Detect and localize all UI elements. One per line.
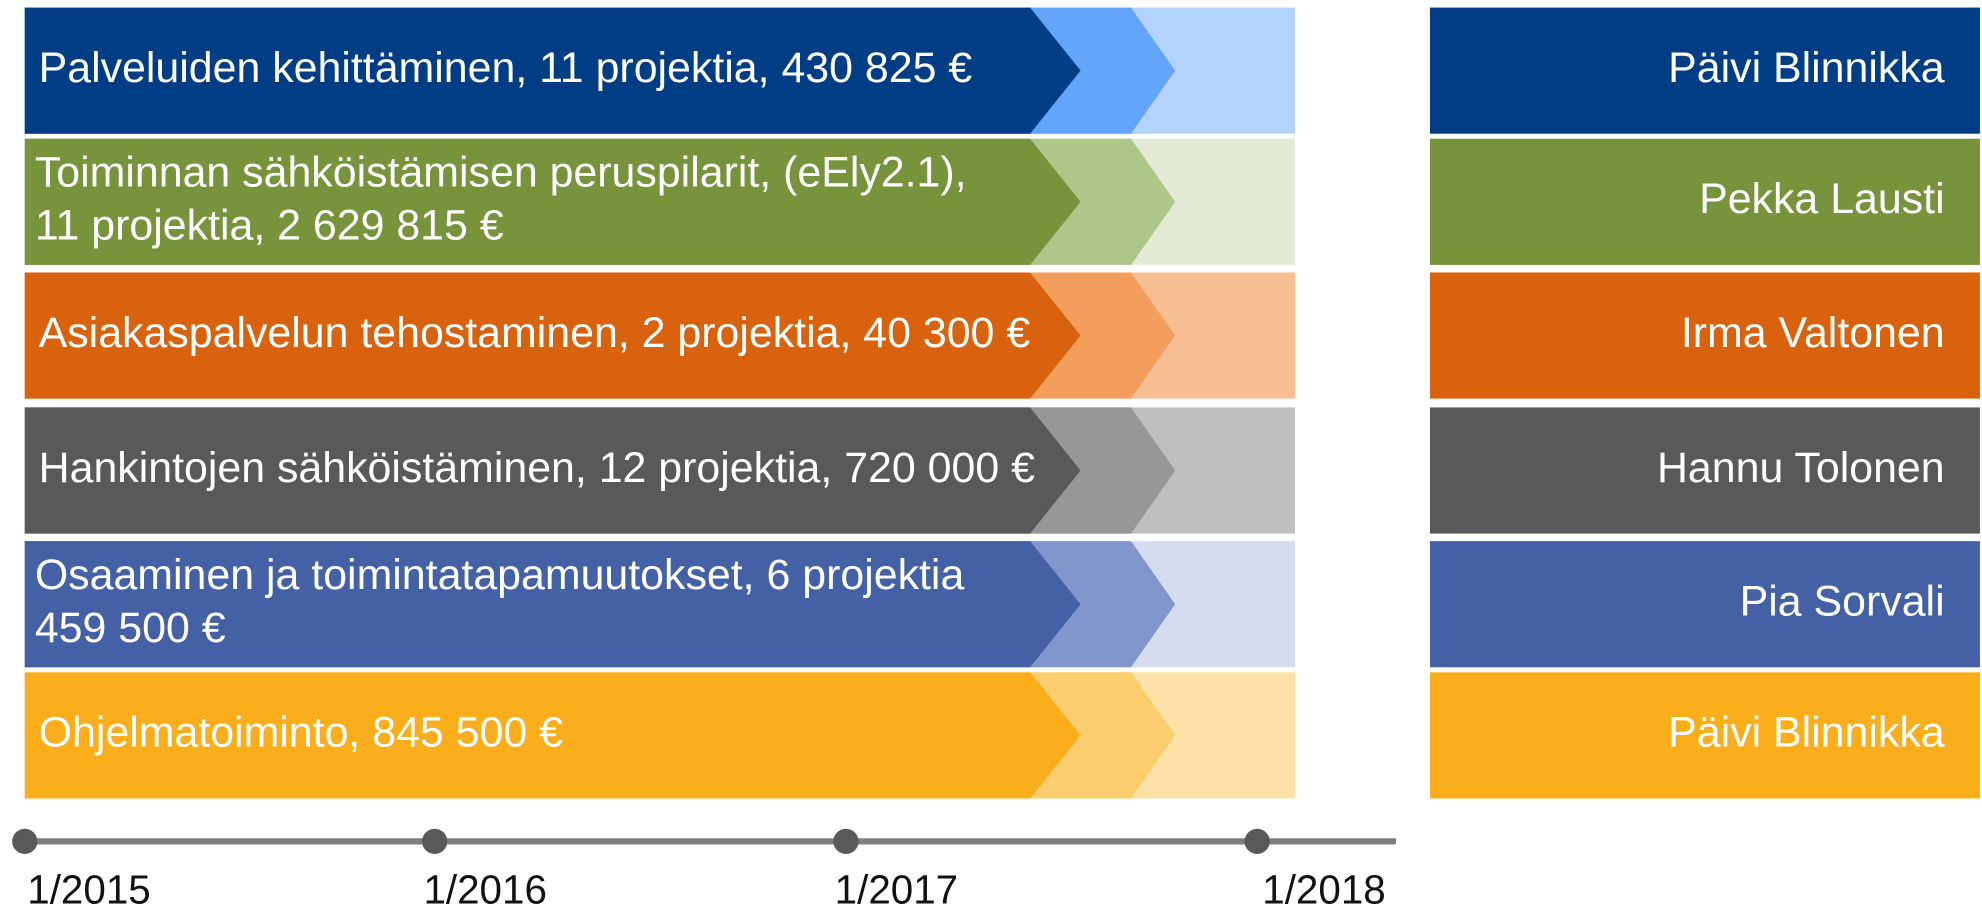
- project-text: Toiminnan sähköistämisen peruspilarit, (…: [35, 149, 967, 197]
- timeline-label: 1/2016: [423, 867, 546, 912]
- owner-name: Irma Valtonen: [1681, 309, 1945, 357]
- phase-dark: [24, 407, 1081, 534]
- phase-dark: [24, 541, 1081, 668]
- project-text: Asiakaspalvelun tehostaminen, 2 projekti…: [39, 309, 1031, 357]
- project-text: Osaaminen ja toimintatapamuutokset, 6 pr…: [35, 551, 965, 599]
- phase-dark: [24, 7, 1081, 134]
- timeline-label: 1/2018: [1262, 867, 1385, 912]
- timeline-label: 1/2015: [27, 867, 150, 912]
- timeline-label: 1/2017: [835, 867, 958, 912]
- owner-name: Pia Sorvali: [1740, 578, 1945, 626]
- owner-box: [1429, 541, 1980, 668]
- owner-box: [1429, 272, 1980, 399]
- owner-name: Päivi Blinnikka: [1668, 709, 1945, 757]
- timeline-dot: [12, 828, 38, 854]
- phase-dark: [24, 672, 1081, 799]
- project-text: Hankintojen sähköistäminen, 12 projektia…: [39, 444, 1035, 492]
- project-text: Palveluiden kehittäminen, 11 projektia, …: [39, 44, 973, 92]
- owner-box: [1429, 407, 1980, 534]
- project-text: Ohjelmatoiminto, 845 500 €: [39, 709, 563, 757]
- owner-name: Päivi Blinnikka: [1668, 44, 1945, 92]
- project-text: 459 500 €: [35, 604, 226, 652]
- owner-box: [1429, 7, 1980, 134]
- timeline-dot: [1244, 828, 1270, 854]
- owner-name: Pekka Lausti: [1699, 175, 1944, 223]
- timeline-dot: [422, 828, 448, 854]
- timeline-dot: [833, 828, 859, 854]
- owner-name: Hannu Tolonen: [1657, 444, 1945, 492]
- project-text: 11 projektia, 2 629 815 €: [35, 202, 504, 250]
- phase-dark: [24, 138, 1081, 265]
- phase-dark: [24, 272, 1081, 399]
- owner-box: [1429, 138, 1980, 265]
- owner-box: [1429, 672, 1980, 799]
